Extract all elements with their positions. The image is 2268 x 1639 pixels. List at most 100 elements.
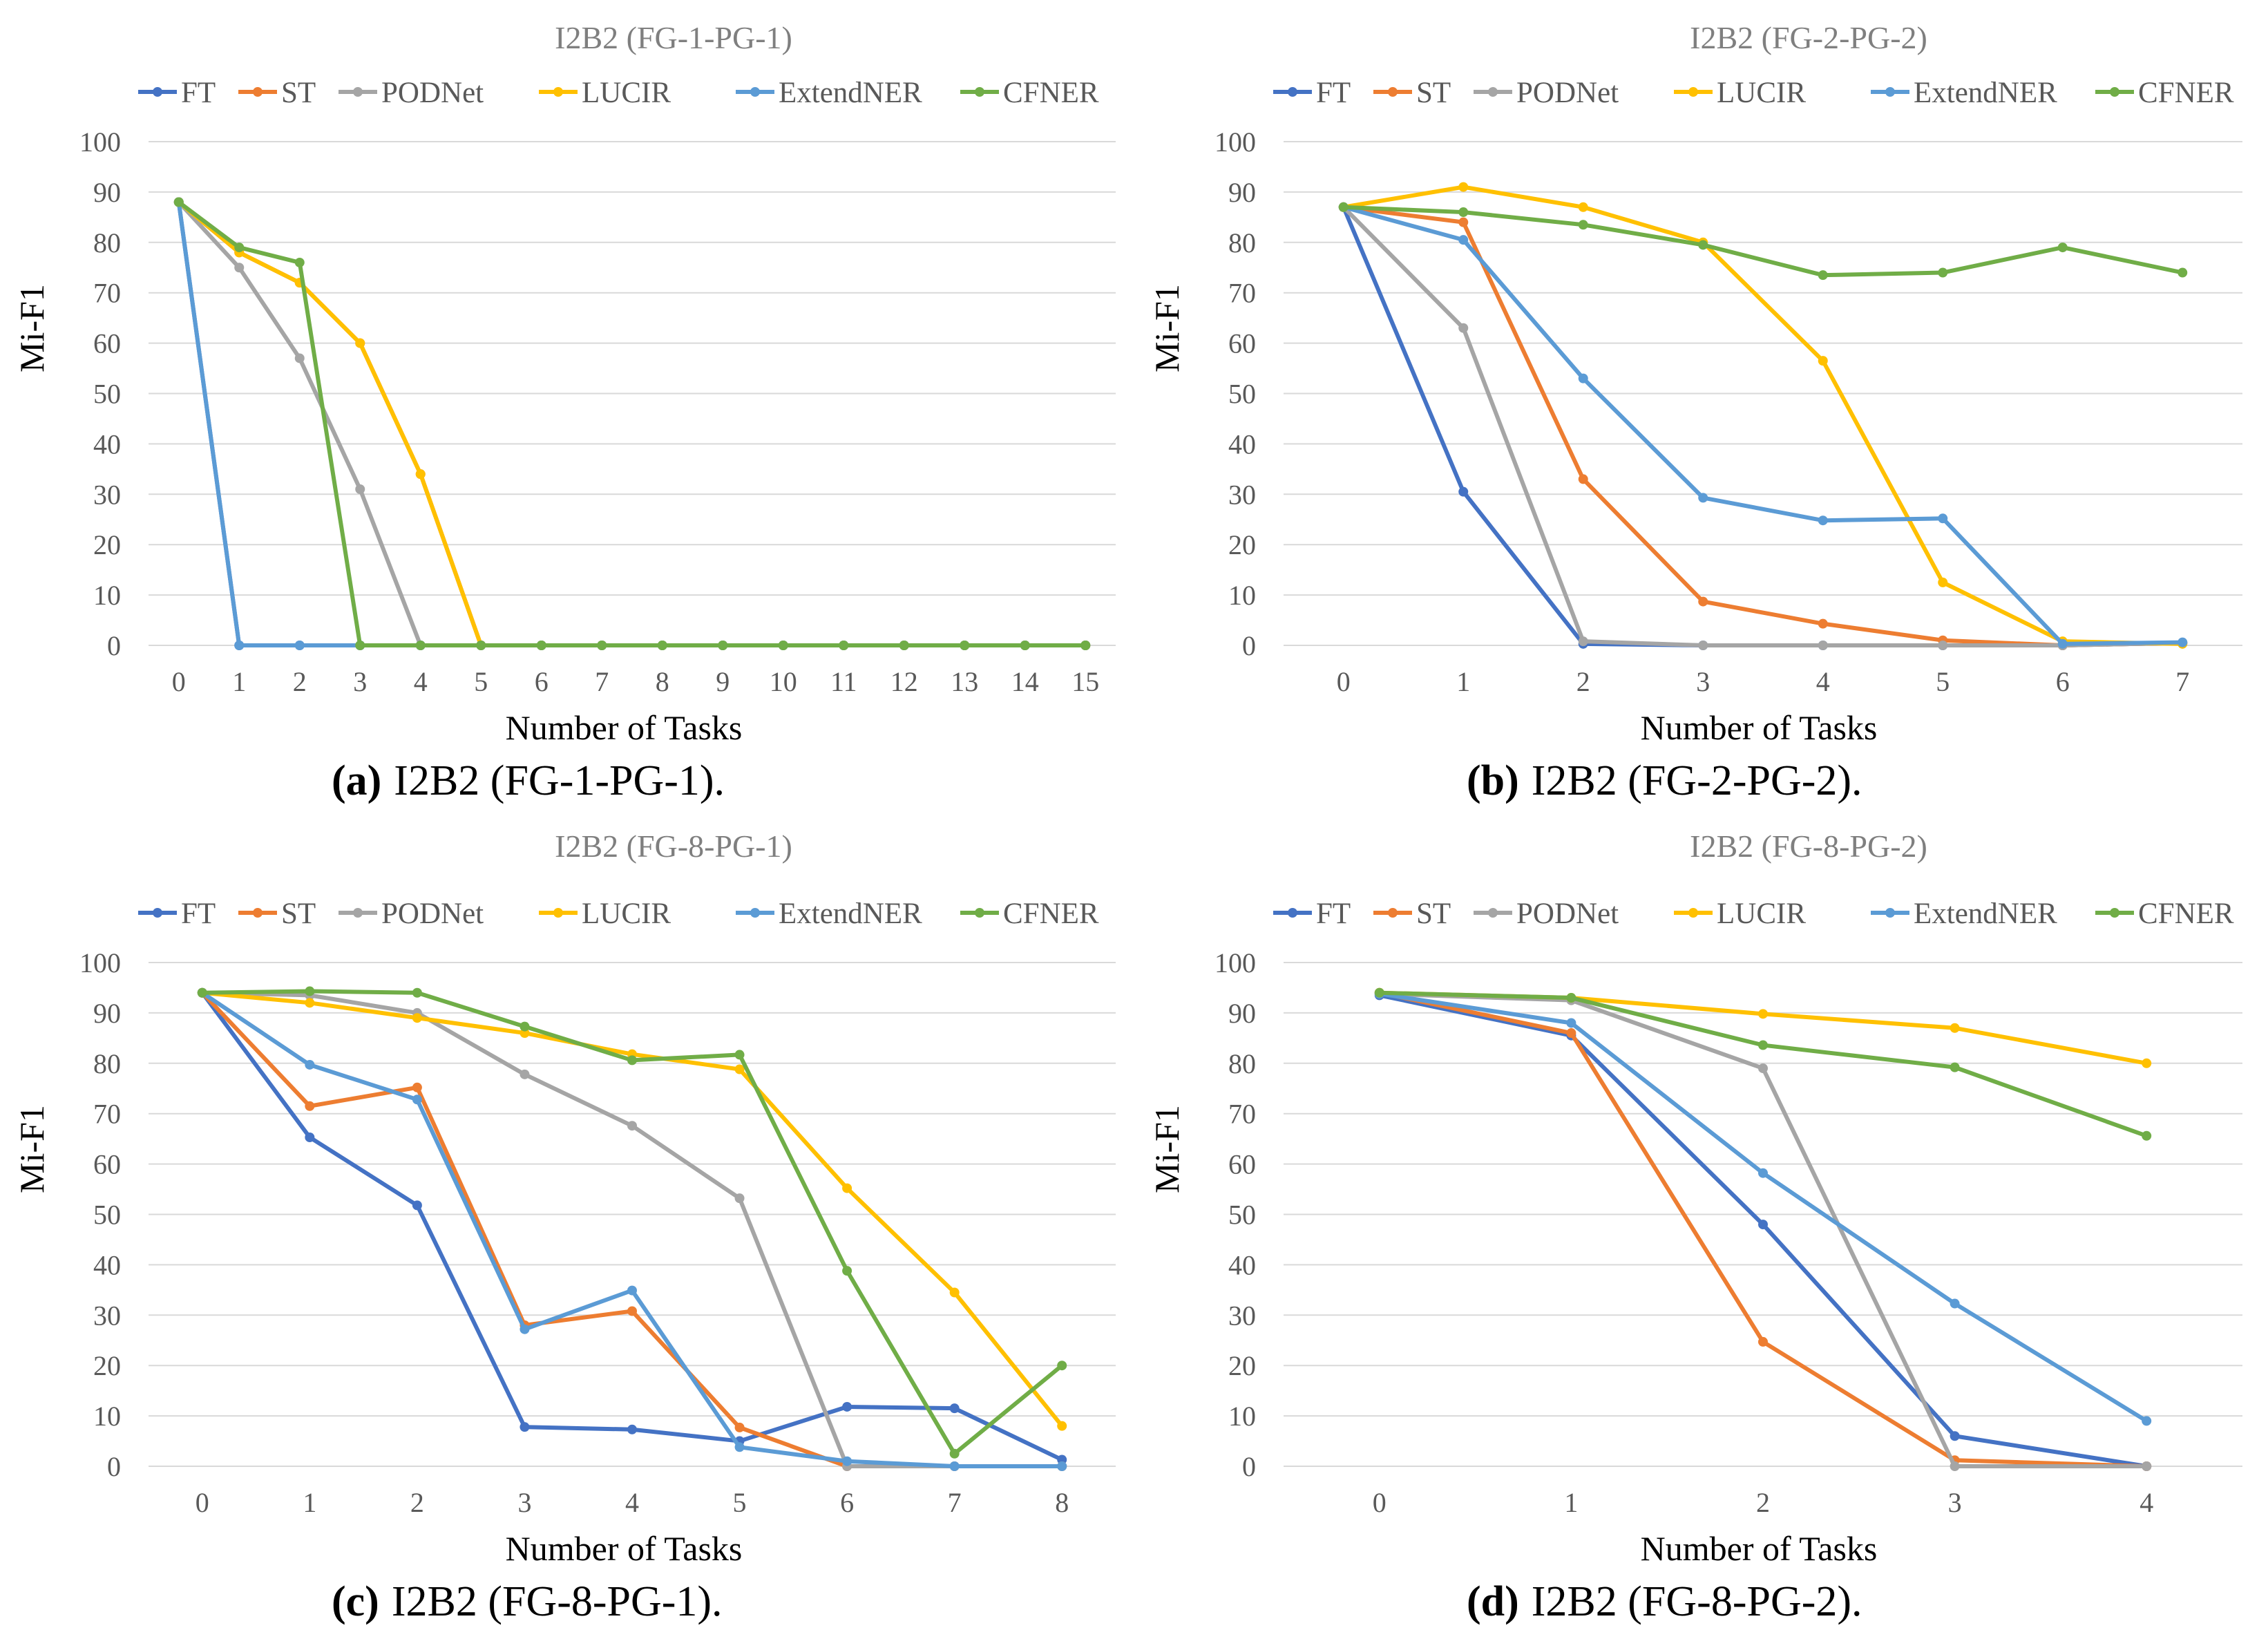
chart-0-ytick-100: 100 [79,126,121,158]
chart-0-series-ExtendNER-point-1 [234,641,245,650]
chart-0-series-FT-line [176,202,1086,647]
chart-2-series-CFNER-point-8 [1057,1361,1067,1371]
chart-0-series-PODNet-point-3 [355,484,365,495]
chart-3-ylabel: Mi-F1 [1147,1105,1186,1193]
chart-0-series-CFNER-point-14 [1020,641,1030,650]
chart-0-xtick-2: 2 [293,666,307,697]
chart-0-series-CFNER-point-1 [234,243,245,253]
chart-2-ytick-50: 50 [93,1200,121,1231]
chart-1-series-ExtendNER-point-3 [1698,493,1708,503]
legend-1-marker-FT [1288,87,1297,97]
legend-0-label-LUCIR: LUCIR [582,77,671,109]
chart-1-series-CFNER-line [1343,205,2183,278]
chart-1-series-ExtendNER-point-4 [1818,515,1828,526]
chart-0-xtick-14: 14 [1011,666,1039,697]
legend-1-marker-PODNet [1488,87,1498,97]
chart-1-series-ExtendNER-point-1 [1458,235,1469,245]
chart-1-series-ExtendNER-line [1342,205,2183,646]
chart-2-series-ExtendNER-point-2 [412,1095,422,1105]
chart-1-series-ExtendNER-point-7 [2178,637,2188,647]
chart-0-xtick-9: 9 [716,666,730,697]
chart-0-ytick-30: 30 [93,479,121,510]
chart-0-series-CFNER-point-11 [839,641,849,650]
chart-0-xtick-15: 15 [1071,666,1099,697]
legend-0-marker-PODNet [353,87,363,97]
chart-1-series-ST-point-3 [1698,596,1708,607]
chart-1-series-PODNet-line [1342,205,2183,647]
chart-2-series-ExtendNER-point-5 [734,1442,745,1452]
chart-0-ytick-50: 50 [93,379,121,410]
chart-3-series-FT-point-2 [1758,1220,1768,1230]
chart-1-series-ST-point-2 [1578,474,1588,484]
chart-0-xtick-6: 6 [535,666,549,697]
legend-1-label-LUCIR: LUCIR [1717,77,1806,109]
chart-0-ytick-80: 80 [93,227,121,258]
chart-3-xtick-0: 0 [1373,1487,1386,1518]
chart-3-ytick-20: 20 [1228,1350,1256,1381]
chart-2-xtick-1: 1 [303,1487,316,1518]
chart-1-series-PODNet-point-5 [1938,641,1948,650]
chart-2-series-CFNER-point-5 [734,1050,745,1060]
chart-3-series-CFNER-point-0 [1374,987,1384,998]
legend-0-label-CFNER: CFNER [1003,77,1099,109]
legend-3-marker-ST [1388,908,1398,918]
chart-1-ytick-0: 0 [1242,630,1256,661]
chart-1-xtick-7: 7 [2175,666,2189,697]
chart-3-xtick-1: 1 [1564,1487,1578,1518]
chart-1-series-ST-line [1343,205,2183,647]
chart-2-series-FT-point-1 [305,1132,315,1142]
chart-1-series-LUCIR-point-4 [1818,356,1828,366]
legend-2-marker-CFNER [975,908,984,918]
legend-0-label-ST: ST [281,77,316,109]
legend-0-marker-CFNER [975,87,984,97]
chart-2-ytick-0: 0 [107,1451,121,1482]
chart-2-xtick-8: 8 [1055,1487,1069,1518]
chart-3-ytick-50: 50 [1228,1200,1256,1231]
chart-3-series-LUCIR-point-2 [1758,1009,1768,1019]
legend-2-label-PODNet: PODNet [381,898,484,930]
chart-2-ytick-70: 70 [93,1099,121,1130]
chart-0-xtick-10: 10 [770,666,797,697]
chart-3-series-LUCIR-line [1379,990,2147,1065]
chart-0-series-PODNet-line [177,200,1086,647]
chart-2-series-LUCIR-point-5 [734,1064,745,1074]
chart-2-series-ExtendNER-point-7 [949,1461,960,1471]
chart-2-series-FT-point-3 [520,1422,530,1432]
chart-3-ytick-40: 40 [1228,1249,1256,1280]
legend-1-label-ST: ST [1416,77,1451,109]
chart-2-series-LUCIR-point-2 [412,1013,422,1023]
legend-3-label-ST: ST [1416,898,1451,930]
chart-3-series-CFNER-point-4 [2142,1130,2152,1141]
chart-3-ytick-10: 10 [1228,1401,1256,1432]
legend-3-marker-LUCIR [1688,908,1698,918]
chart-2-series-CFNER-point-6 [842,1266,852,1276]
chart-2-xtick-2: 2 [410,1487,424,1518]
chart-2-xtick-7: 7 [948,1487,962,1518]
chart-3-ytick-60: 60 [1228,1149,1256,1180]
chart-1-ytick-10: 10 [1228,580,1256,611]
chart-2-ytick-80: 80 [93,1048,121,1079]
chart-1-series-CFNER-point-5 [1938,267,1948,278]
chart-0-series-ExtendNER-line [176,202,1086,647]
chart-2-ytick-100: 100 [79,947,121,978]
chart-0-xtick-13: 13 [951,666,978,697]
chart-3-series-CFNER-point-2 [1758,1040,1768,1050]
chart-0-xtick-5: 5 [474,666,488,697]
chart-2-ylabel: Mi-F1 [12,1105,51,1193]
chart-3-series-ExtendNER-point-3 [1950,1298,1960,1309]
chart-0-series-ST-line [177,200,1086,647]
chart-2-ytick-30: 30 [93,1300,121,1331]
chart-3-series-PODNet-point-2 [1758,1063,1768,1074]
legend-0-marker-ST [253,87,263,97]
legend-3-marker-CFNER [2110,908,2119,918]
chart-2-series-FT-point-6 [842,1401,852,1412]
legend-0-label-PODNet: PODNet [381,77,484,109]
chart-3-series-FT-point-3 [1950,1431,1960,1441]
chart-3-series-PODNet-point-3 [1950,1461,1960,1471]
chart-1-series-LUCIR-point-1 [1458,182,1469,192]
legend-3-label-FT: FT [1316,898,1351,930]
chart-3-xlabel: Number of Tasks [1641,1529,1878,1568]
chart-1-series-LUCIR-point-5 [1938,577,1948,587]
chart-1-series-LUCIR-line [1343,184,2183,646]
chart-3-series-LUCIR-point-3 [1950,1023,1960,1033]
